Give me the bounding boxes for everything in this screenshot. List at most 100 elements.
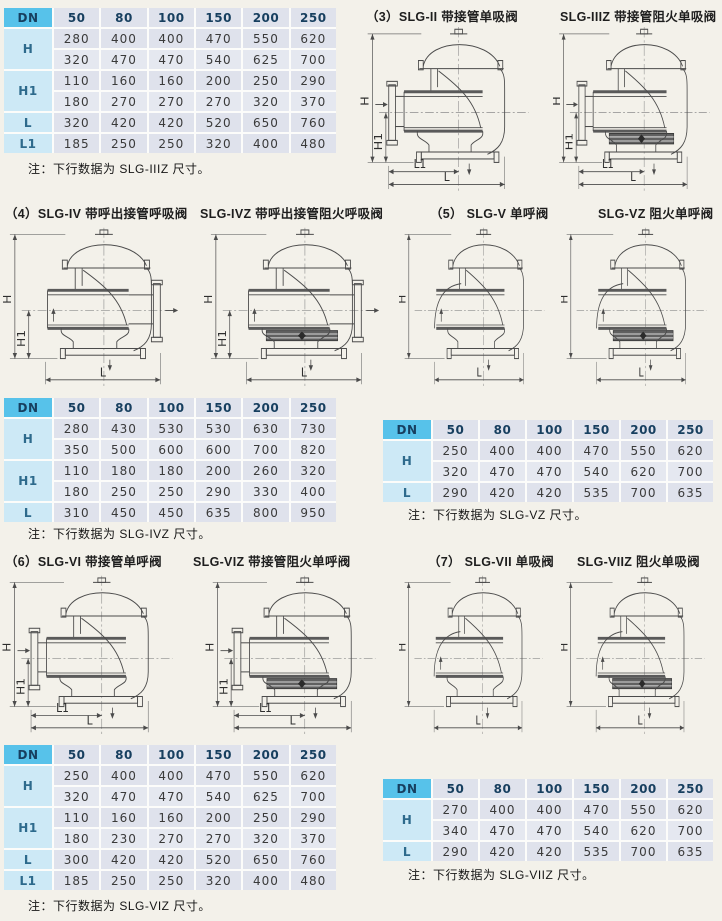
dim-value-cell: 420 <box>527 483 572 502</box>
heading-slg6z: SLG-VIZ 带接管阻火单呼阀 <box>193 555 351 569</box>
row-label-cell: L <box>4 850 52 869</box>
heading-slg5z: SLG-VZ 阻火单呼阀 <box>598 207 714 221</box>
dim-value-cell: 320 <box>54 113 100 132</box>
valve-drawing-slg6: H H1 L L1 <box>2 569 186 739</box>
dimension-table-slg5-slg5z: DN 50 80 100 150 200 250 H 250 400 400 470 550 620 320… <box>383 420 713 502</box>
dim-value-cell: 420 <box>101 113 147 132</box>
svg-text:H: H <box>205 643 216 652</box>
dn-value-cell: 150 <box>195 398 242 417</box>
dn-value-cell: 80 <box>480 420 525 439</box>
dim-value-cell: 370 <box>290 92 336 111</box>
dn-value-cell: 250 <box>290 398 336 417</box>
dim-value-cell: 320 <box>195 134 242 153</box>
table-note-slg6z: 注：下行数据为 SLG-VIZ 尺寸。 <box>28 899 211 913</box>
dim-value-cell: 400 <box>101 766 147 785</box>
dim-value-cell: 110 <box>54 71 100 90</box>
dim-value-cell: 635 <box>668 842 713 861</box>
heading-slg7: （7） SLG-VII 单吸阀 <box>428 555 555 569</box>
dim-value-cell: 540 <box>195 50 242 69</box>
row-label-cell: H1 <box>4 808 52 848</box>
dim-value-cell: 270 <box>433 800 478 819</box>
dn-header-cell: DN <box>4 8 52 27</box>
dn-value-cell: 150 <box>574 420 619 439</box>
svg-text:L1: L1 <box>414 156 427 171</box>
dim-value-cell: 470 <box>195 766 242 785</box>
dn-value-cell: 250 <box>290 8 336 27</box>
dn-header-cell: DN <box>383 779 431 798</box>
dim-value-cell: 320 <box>290 461 336 480</box>
row-label-cell: L <box>383 842 431 861</box>
svg-text:H: H <box>398 295 408 304</box>
dn-value-cell: 150 <box>195 8 242 27</box>
dim-value-cell: 620 <box>668 800 713 819</box>
dim-value-cell: 400 <box>480 800 525 819</box>
dim-value-cell: 620 <box>290 29 336 48</box>
dim-value-cell: 730 <box>290 419 336 438</box>
row-label-cell: L1 <box>4 871 52 890</box>
dimension-table-slg6-slg6z: DN 50 80 100 150 200 250 H 250 400 400 470 550 620 320… <box>4 745 336 890</box>
dn-value-cell: 200 <box>243 8 289 27</box>
dim-value-cell: 320 <box>195 871 242 890</box>
dim-value-cell: 400 <box>101 29 147 48</box>
dim-value-cell: 270 <box>148 92 194 111</box>
dim-value-cell: 470 <box>101 50 147 69</box>
dim-value-cell: 540 <box>574 462 619 481</box>
dim-value-cell: 250 <box>433 441 478 460</box>
svg-text:H1: H1 <box>215 330 228 347</box>
dim-value-cell: 470 <box>527 462 572 481</box>
dim-value-cell: 180 <box>101 461 147 480</box>
dn-value-cell: 100 <box>148 745 194 764</box>
dim-value-cell: 600 <box>148 440 194 459</box>
dim-value-cell: 270 <box>148 829 194 848</box>
dim-value-cell: 320 <box>243 829 289 848</box>
dimension-table-slg4-slg4z: DN 50 80 100 150 200 250 H 280 430 530 530 630 730 350… <box>4 398 336 522</box>
dim-value-cell: 620 <box>621 462 666 481</box>
dim-value-cell: 650 <box>243 850 289 869</box>
heading-slg5: （5） SLG-V 单呼阀 <box>430 207 549 221</box>
dim-value-cell: 320 <box>54 50 100 69</box>
dn-value-cell: 100 <box>148 398 194 417</box>
dim-value-cell: 420 <box>527 842 572 861</box>
dim-value-cell: 160 <box>148 808 194 827</box>
table-note-slg3z: 注：下行数据为 SLG-IIIZ 尺寸。 <box>28 162 211 176</box>
dim-value-cell: 200 <box>195 461 242 480</box>
dn-value-cell: 200 <box>621 779 666 798</box>
svg-text:L: L <box>301 365 308 380</box>
dim-value-cell: 420 <box>101 850 147 869</box>
dim-value-cell: 250 <box>148 871 194 890</box>
dim-value-cell: 420 <box>148 113 194 132</box>
dim-value-cell: 540 <box>195 787 242 806</box>
dim-value-cell: 270 <box>195 829 242 848</box>
dim-value-cell: 110 <box>54 808 100 827</box>
dim-value-cell: 400 <box>243 134 289 153</box>
dim-value-cell: 620 <box>621 821 666 840</box>
dim-value-cell: 250 <box>101 482 147 501</box>
dim-value-cell: 330 <box>243 482 289 501</box>
dim-value-cell: 820 <box>290 440 336 459</box>
dim-value-cell: 400 <box>480 441 525 460</box>
dim-value-cell: 470 <box>527 821 572 840</box>
dim-value-cell: 400 <box>148 29 194 48</box>
heading-slg3z: SLG-IIIZ 带接管阻火单吸阀 <box>560 10 717 24</box>
dim-value-cell: 180 <box>148 461 194 480</box>
row-label-cell: H1 <box>4 71 52 111</box>
svg-text:H1: H1 <box>563 133 575 151</box>
dn-value-cell: 80 <box>480 779 525 798</box>
valve-drawing-slg4z: H H1 L <box>203 221 391 391</box>
dim-value-cell: 700 <box>290 50 336 69</box>
dim-value-cell: 370 <box>290 829 336 848</box>
dim-value-cell: 800 <box>243 503 289 522</box>
svg-text:H: H <box>2 295 14 304</box>
dim-value-cell: 320 <box>433 462 478 481</box>
dim-value-cell: 535 <box>574 483 619 502</box>
dim-value-cell: 480 <box>290 871 336 890</box>
dim-value-cell: 700 <box>668 462 713 481</box>
dim-value-cell: 470 <box>574 800 619 819</box>
svg-text:L: L <box>444 169 450 184</box>
dim-value-cell: 185 <box>54 871 100 890</box>
svg-text:L1: L1 <box>259 700 272 715</box>
valve-drawing-slg6z: H H1 L L1 <box>205 569 389 739</box>
